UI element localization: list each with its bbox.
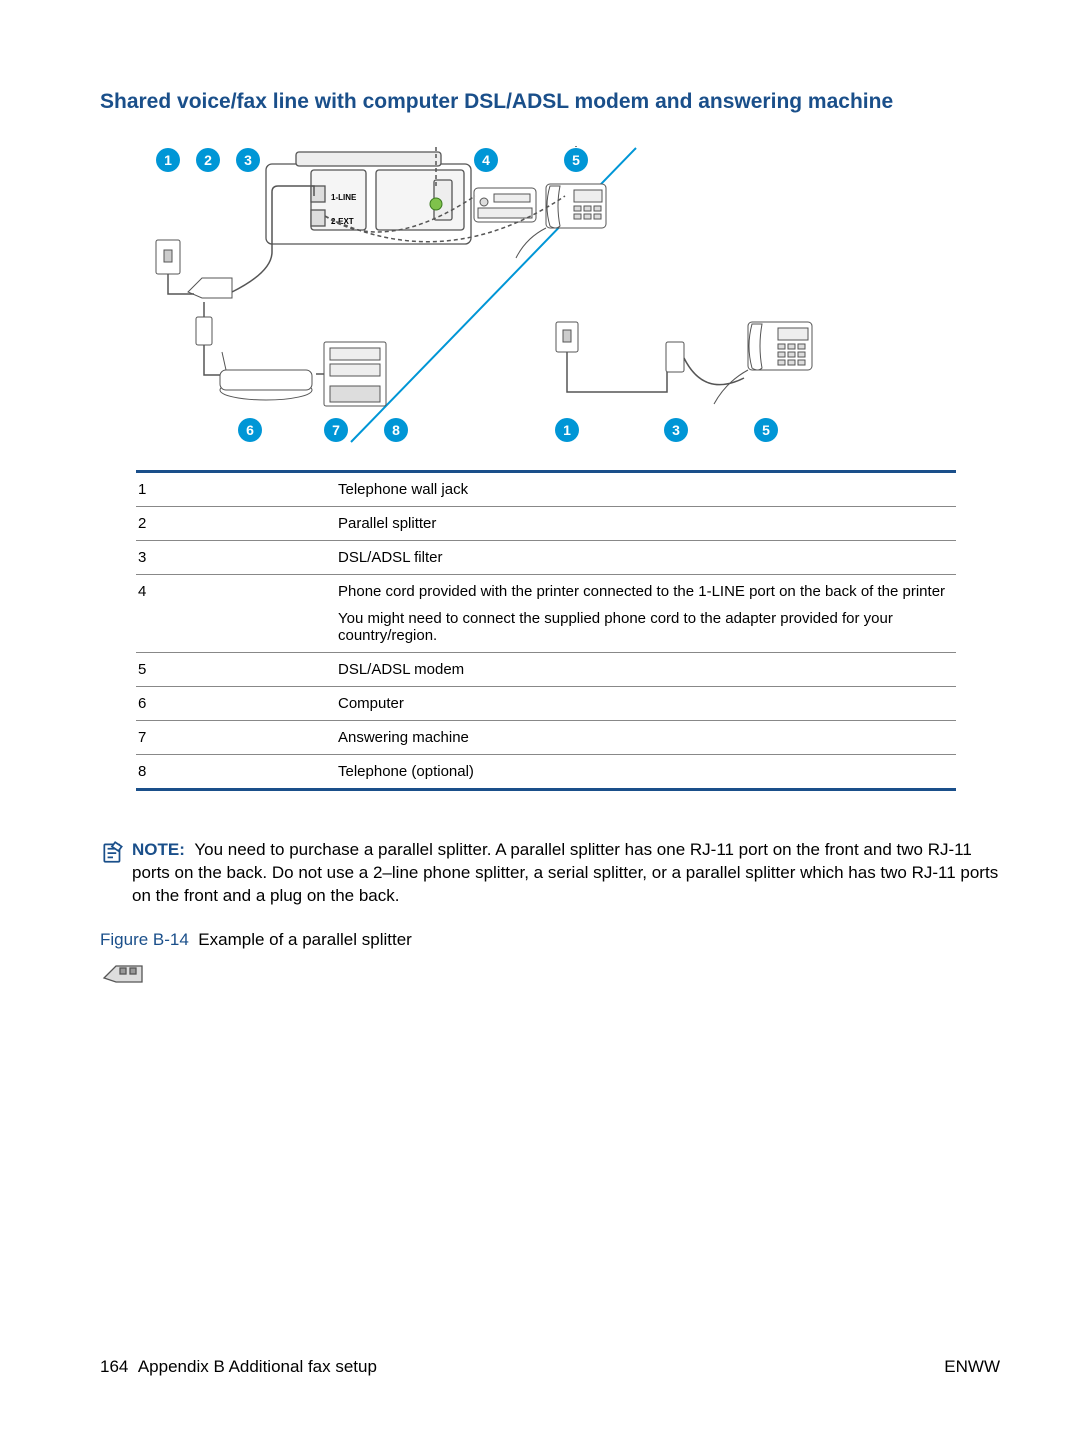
note-body: You need to purchase a parallel splitter…: [132, 840, 998, 905]
note-block: NOTE: You need to purchase a parallel sp…: [100, 839, 1000, 908]
answering-machine-drawing: [474, 188, 536, 222]
legend-number: 5: [136, 653, 336, 687]
wall-jack-detail: [556, 322, 578, 352]
wall-jack-drawing: [156, 240, 180, 274]
table-row: 2Parallel splitter: [136, 507, 956, 541]
legend-text: Phone cord provided with the printer con…: [336, 575, 956, 653]
filter-detail: [666, 342, 684, 372]
note-text: NOTE: You need to purchase a parallel sp…: [132, 839, 1000, 908]
figure-text: Example of a parallel splitter: [198, 930, 412, 949]
table-row: 5DSL/ADSL modem: [136, 653, 956, 687]
page-number: 164: [100, 1357, 128, 1376]
legend-text: Answering machine: [336, 721, 956, 755]
svg-text:3: 3: [244, 152, 252, 168]
svg-text:3: 3: [672, 422, 680, 438]
svg-text:8: 8: [392, 422, 400, 438]
legend-number: 3: [136, 541, 336, 575]
table-row: 7Answering machine: [136, 721, 956, 755]
footer-lang: ENWW: [944, 1357, 1000, 1377]
legend-number: 6: [136, 687, 336, 721]
figure-caption: Figure B-14 Example of a parallel splitt…: [100, 930, 1000, 950]
legend-text: Computer: [336, 687, 956, 721]
legend-number: 8: [136, 755, 336, 790]
modem-drawing: [220, 352, 312, 400]
telephone-detail: [714, 322, 812, 404]
figure-label: Figure B-14: [100, 930, 189, 949]
table-row: 6Computer: [136, 687, 956, 721]
legend-table: 1Telephone wall jack2Parallel splitter3D…: [136, 470, 956, 791]
legend-number: 7: [136, 721, 336, 755]
printer-drawing: [266, 152, 471, 244]
chapter-title: Appendix B Additional fax setup: [138, 1357, 377, 1376]
legend-text: Telephone wall jack: [336, 472, 956, 507]
legend-text: Parallel splitter: [336, 507, 956, 541]
table-row: 8Telephone (optional): [136, 755, 956, 790]
legend-text: DSL/ADSL filter: [336, 541, 956, 575]
table-row: 4Phone cord provided with the printer co…: [136, 575, 956, 653]
table-row: 1Telephone wall jack: [136, 472, 956, 507]
table-row: 3DSL/ADSL filter: [136, 541, 956, 575]
splitter-drawing: [188, 278, 232, 298]
legend-text: DSL/ADSL modem: [336, 653, 956, 687]
legend-text: Telephone (optional): [336, 755, 956, 790]
svg-text:5: 5: [762, 422, 770, 438]
legend-number: 1: [136, 472, 336, 507]
svg-text:4: 4: [482, 152, 490, 168]
svg-text:1: 1: [563, 422, 571, 438]
page-footer: 164 Appendix B Additional fax setup ENWW: [100, 1357, 1000, 1377]
note-label: NOTE:: [132, 840, 185, 859]
legend-number: 2: [136, 507, 336, 541]
legend-number: 4: [136, 575, 336, 653]
svg-text:7: 7: [332, 422, 340, 438]
note-icon: [100, 839, 126, 870]
svg-text:5: 5: [572, 152, 580, 168]
connection-diagram: 1-LINE 2-EXT: [136, 142, 861, 452]
svg-text:1: 1: [164, 152, 172, 168]
computer-drawing: [324, 342, 386, 406]
port-1line-label: 1-LINE: [331, 193, 357, 202]
section-title: Shared voice/fax line with computer DSL/…: [100, 90, 1000, 114]
filter-drawing: [196, 317, 212, 345]
splitter-figure: [100, 956, 1000, 997]
svg-text:2: 2: [204, 152, 212, 168]
svg-text:6: 6: [246, 422, 254, 438]
